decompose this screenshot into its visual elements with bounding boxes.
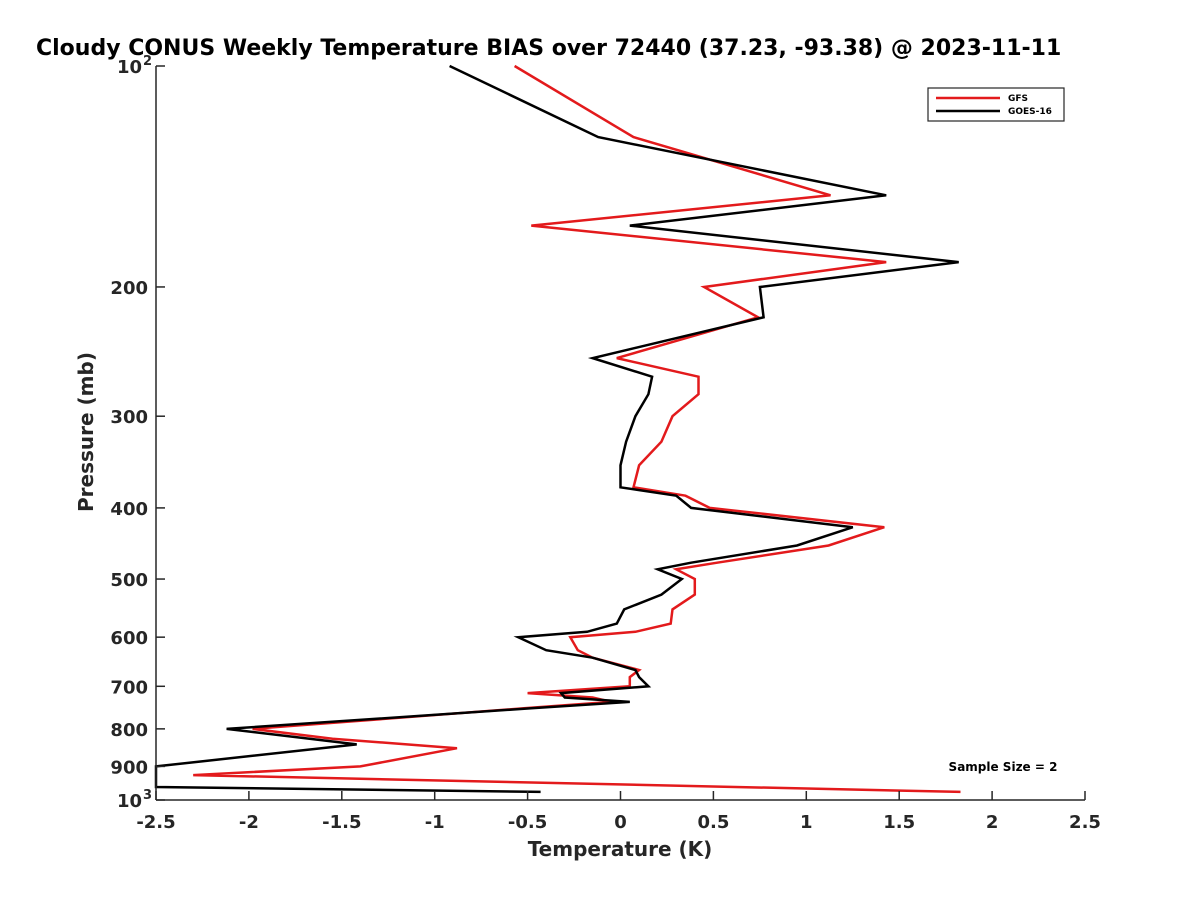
y-tick-exponent: 3 [143, 788, 152, 803]
y-tick-label: 10 [117, 57, 142, 78]
y-axis-label: Pressure (mb) [74, 352, 98, 512]
x-tick-label: -2.5 [136, 812, 175, 833]
y-tick-label: 900 [110, 757, 148, 778]
legend: GFS GOES-16 [927, 87, 1065, 122]
legend-entry: GFS [1008, 94, 1028, 104]
x-tick-label: 1.5 [883, 812, 915, 833]
y-tick-label: 700 [110, 677, 148, 698]
y-tick-label: 600 [110, 628, 148, 649]
y-tick-label: 10 [117, 791, 142, 812]
x-tick-label: 0 [614, 812, 627, 833]
legend-entry: GOES-16 [1008, 107, 1052, 117]
y-tick-label: 800 [110, 720, 148, 741]
y-tick-label: 200 [110, 278, 148, 299]
x-tick-label: 2.5 [1069, 812, 1101, 833]
x-tick-label: -1 [425, 812, 445, 833]
x-axis-label: Temperature (K) [528, 837, 713, 861]
x-tick-label: 1 [800, 812, 813, 833]
x-tick-label: 2 [986, 812, 999, 833]
x-tick-label: 0.5 [697, 812, 729, 833]
y-tick-exponent: 2 [143, 54, 152, 69]
plot-area [154, 64, 961, 794]
y-tick-label: 500 [110, 570, 148, 591]
chart-title: Cloudy CONUS Weekly Temperature BIAS ove… [36, 36, 1061, 61]
series-line-goes-16 [154, 64, 959, 794]
x-tick-label: -0.5 [508, 812, 547, 833]
y-tick-label: 300 [110, 407, 148, 428]
series-line-gfs [193, 64, 961, 794]
sample-size-annotation: Sample Size = 2 [949, 760, 1058, 774]
x-tick-label: -2 [239, 812, 259, 833]
legend-box [927, 87, 1065, 122]
y-tick-label: 400 [110, 499, 148, 520]
x-tick-label: -1.5 [322, 812, 361, 833]
x-axis: -2.5 -2 -1.5 -1 -0.5 0 0.5 1 1.5 2 2.5 [136, 791, 1101, 833]
